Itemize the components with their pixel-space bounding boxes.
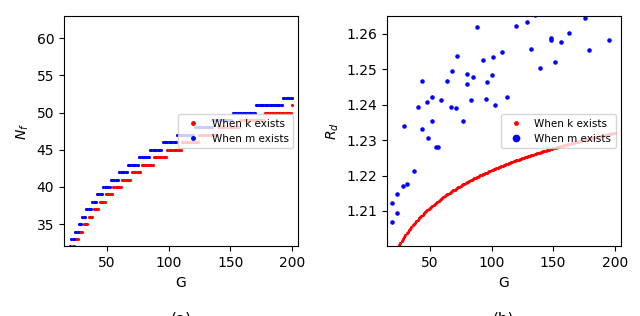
When k exists [609,131,617,135]
Y-axis label: $R_d$: $R_d$ [324,122,340,140]
When k exists [422,209,430,213]
Line: When m exists: When m exists [388,0,618,225]
Legend: When k exists, When m exists: When k exists, When m exists [179,114,292,148]
When m exists [288,96,296,100]
When m exists [403,182,410,186]
When k exists [173,148,181,152]
When m exists [128,163,136,167]
Line: When k exists: When k exists [391,131,616,259]
When m exists [388,220,396,223]
When m exists [250,111,257,114]
When k exists [67,252,74,256]
When k exists [573,140,580,144]
Text: (b): (b) [493,311,515,316]
When k exists [408,225,415,229]
X-axis label: G: G [499,276,509,290]
When m exists [100,185,108,189]
Y-axis label: $N_f$: $N_f$ [15,123,31,140]
When k exists [611,131,618,135]
When m exists [557,40,564,44]
Text: (a): (a) [170,311,191,316]
When k exists [84,215,92,219]
When k exists [288,103,296,107]
When k exists [250,118,257,122]
When m exists [279,96,287,100]
When k exists [496,165,504,168]
When k exists [389,255,397,259]
When m exists [172,140,180,144]
When m exists [173,133,181,137]
When k exists [287,111,294,114]
Line: When m exists: When m exists [68,96,294,248]
When k exists [495,165,503,169]
Line: When k exists: When k exists [68,103,294,256]
When m exists [84,207,92,211]
Legend: When k exists, When m exists: When k exists, When m exists [501,114,616,148]
When k exists [172,148,180,152]
When k exists [100,200,108,204]
When m exists [67,245,74,248]
X-axis label: G: G [175,276,186,290]
